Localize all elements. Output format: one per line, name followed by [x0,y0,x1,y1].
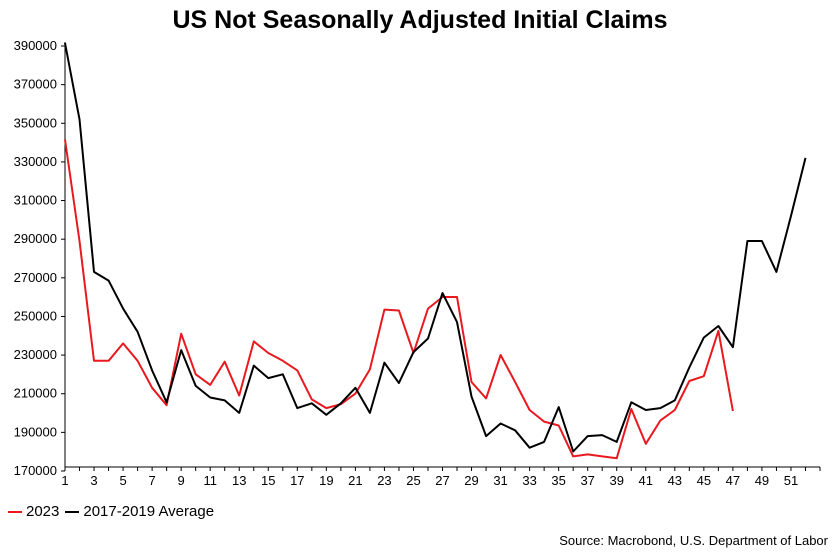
x-tick-label: 49 [755,473,769,488]
x-tick-label: 31 [493,473,507,488]
legend: 2023 2017-2019 Average [8,503,220,520]
y-tick-label: 390000 [14,38,57,53]
x-tick-label: 45 [697,473,711,488]
legend-label-average: 2017-2019 Average [83,503,215,520]
x-tick-label: 25 [406,473,420,488]
x-tick-label: 7 [148,473,155,488]
x-tick-label: 39 [609,473,623,488]
x-tick-label: 19 [319,473,333,488]
x-tick-label: 5 [119,473,126,488]
y-tick-label: 370000 [14,77,57,92]
x-tick-label: 41 [639,473,653,488]
legend-label-2023: 2023 [26,503,60,520]
x-tick-label: 29 [464,473,478,488]
x-tick-label: 27 [435,473,449,488]
y-tick-label: 270000 [14,270,57,285]
legend-item-2023: 2023 [8,503,59,520]
x-tick-label: 13 [232,473,246,488]
x-tick-label: 15 [261,473,275,488]
y-tick-label: 250000 [14,308,57,323]
legend-swatch-2023 [8,510,22,513]
y-tick-label: 230000 [14,347,57,362]
axes [64,42,820,468]
x-tick-label: 51 [784,473,798,488]
x-tick-label: 47 [726,473,740,488]
x-tick-label: 11 [203,473,217,488]
series-lines [64,42,807,460]
x-tick-label: 1 [61,473,68,488]
x-tick-label: 9 [178,473,185,488]
y-tick-label: 190000 [14,424,57,439]
y-tick-label: 210000 [14,386,57,401]
y-tick-label: 350000 [14,115,57,130]
x-tick-label: 35 [551,473,565,488]
y-tick-label: 310000 [14,193,57,208]
y-tick-label: 330000 [14,154,57,169]
series-line-average [64,42,807,453]
y-axis-ticks: 170000 190000 210000 230000 250000 270000 2900… [14,38,65,478]
x-tick-label: 33 [522,473,536,488]
source-note: Source: Macrobond, U.S. Department of La… [559,533,828,548]
x-tick-label: 37 [580,473,594,488]
x-axis-ticks: 1 3 5 7 9 11 13 15 17 19 21 23 25 27 29 31 33 35 37 39 41 43 4… [61,467,821,488]
legend-item-average: 2017-2019 Average [65,503,214,520]
x-tick-label: 43 [668,473,682,488]
x-tick-label: 17 [290,473,304,488]
y-tick-label: 290000 [14,231,57,246]
x-tick-label: 23 [377,473,391,488]
chart-title: US Not Seasonally Adjusted Initial Claim… [172,6,668,34]
x-tick-label: 3 [90,473,97,488]
y-tick-label: 170000 [14,463,57,478]
x-tick-label: 21 [348,473,362,488]
legend-swatch-average [65,510,80,513]
series-line-2023 [64,139,734,460]
